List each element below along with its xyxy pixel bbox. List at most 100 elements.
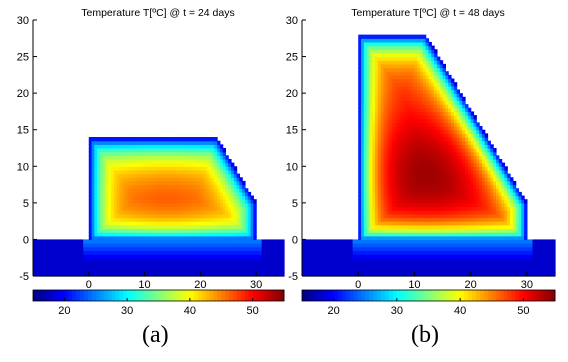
heatmap-cell <box>383 188 387 193</box>
heatmap-cell <box>428 74 432 80</box>
heatmap-cell <box>189 202 193 208</box>
heatmap-cell <box>231 221 235 226</box>
heatmap-cell <box>44 265 48 270</box>
heatmap-cell <box>178 235 182 241</box>
heatmap-cell <box>133 246 137 251</box>
colorbar-segment <box>166 290 171 301</box>
heatmap-cell <box>94 239 98 244</box>
heatmap-cell <box>358 254 362 259</box>
heatmap-cell <box>428 78 432 83</box>
heatmap-cell <box>428 162 432 167</box>
heatmap-cell <box>358 221 362 226</box>
heatmap-cell <box>113 254 118 259</box>
heatmap-cell <box>127 246 132 251</box>
heatmap-cell <box>264 243 268 248</box>
heatmap-cell <box>88 272 93 277</box>
heatmap-cell <box>420 89 424 94</box>
heatmap-cell <box>450 202 455 208</box>
heatmap-cell <box>369 210 373 215</box>
heatmap-cell <box>445 155 449 160</box>
heatmap-cell <box>408 206 413 211</box>
heatmap-cell <box>208 151 213 156</box>
heatmap-cell <box>422 148 427 153</box>
heatmap-cell <box>400 202 404 208</box>
heatmap-cell <box>222 232 227 237</box>
heatmap-cell <box>422 221 427 226</box>
heatmap-cell <box>264 268 268 273</box>
heatmap-cell <box>372 202 376 208</box>
heatmap-cell <box>191 232 196 237</box>
heatmap-cell <box>147 184 151 189</box>
heatmap-cell <box>442 158 446 164</box>
heatmap-cell <box>231 235 235 241</box>
heatmap-cell <box>439 221 444 226</box>
heatmap-cell <box>453 93 458 98</box>
heatmap-cell <box>361 235 365 241</box>
heatmap-cell <box>403 67 407 72</box>
heatmap-cell <box>394 49 399 54</box>
heatmap-cell <box>442 118 446 123</box>
heatmap-cell <box>450 268 455 273</box>
heatmap-cell <box>397 162 401 167</box>
heatmap-cell <box>133 148 137 153</box>
heatmap-cell <box>211 148 215 153</box>
heatmap-cell <box>175 140 179 145</box>
heatmap-cell <box>113 162 118 167</box>
heatmap-cell <box>456 261 461 266</box>
heatmap-cell <box>119 202 123 208</box>
heatmap-cell <box>400 191 404 197</box>
heatmap-cell <box>208 250 213 255</box>
heatmap-cell <box>194 177 199 182</box>
heatmap-cell <box>450 272 455 277</box>
heatmap-cell <box>414 60 418 65</box>
heatmap-cell <box>375 122 379 127</box>
colorbar-segment <box>240 290 246 301</box>
heatmap-cell <box>445 148 449 153</box>
heatmap-cell <box>420 206 424 211</box>
heatmap-cell <box>408 41 413 47</box>
heatmap-cell <box>41 254 45 259</box>
heatmap-cell <box>425 49 430 54</box>
heatmap-cell <box>391 199 396 204</box>
heatmap-cell <box>445 133 449 138</box>
heatmap-cell <box>361 221 365 226</box>
heatmap-cell <box>431 104 435 109</box>
heatmap-cell <box>211 202 215 208</box>
heatmap-cell <box>380 56 385 61</box>
heatmap-cell <box>425 162 430 167</box>
heatmap-cell <box>208 257 213 262</box>
heatmap-cell <box>406 206 410 211</box>
heatmap-cell <box>80 239 84 244</box>
heatmap-cell <box>366 71 371 76</box>
heatmap-cell <box>97 155 101 160</box>
heatmap-cell <box>450 100 455 105</box>
heatmap-cell <box>439 151 444 156</box>
heatmap-cell <box>105 202 109 208</box>
heatmap-cell <box>166 213 171 219</box>
heatmap-cell <box>155 213 160 219</box>
heatmap-cell <box>403 122 407 127</box>
heatmap-cell <box>111 148 115 153</box>
heatmap-cell <box>191 221 196 226</box>
heatmap-cell <box>442 261 446 266</box>
heatmap-cell <box>44 257 48 262</box>
heatmap-cell <box>236 261 240 266</box>
heatmap-cell <box>164 151 168 156</box>
heatmap-cell <box>136 217 140 222</box>
heatmap-cell <box>372 34 376 39</box>
heatmap-cell <box>152 250 157 255</box>
heatmap-cell <box>108 272 112 277</box>
heatmap-cell <box>372 151 376 156</box>
heatmap-cell <box>386 63 390 69</box>
heatmap-cell <box>445 268 449 273</box>
heatmap-cell <box>408 144 413 149</box>
heatmap-cell <box>448 246 452 251</box>
heatmap-cell <box>380 224 385 230</box>
heatmap-cell <box>105 221 109 226</box>
heatmap-cell <box>133 265 137 270</box>
heatmap-cell <box>208 199 213 204</box>
heatmap-cell <box>125 261 129 266</box>
heatmap-cell <box>158 243 162 248</box>
heatmap-cell <box>436 221 441 226</box>
heatmap-cell <box>242 184 246 189</box>
